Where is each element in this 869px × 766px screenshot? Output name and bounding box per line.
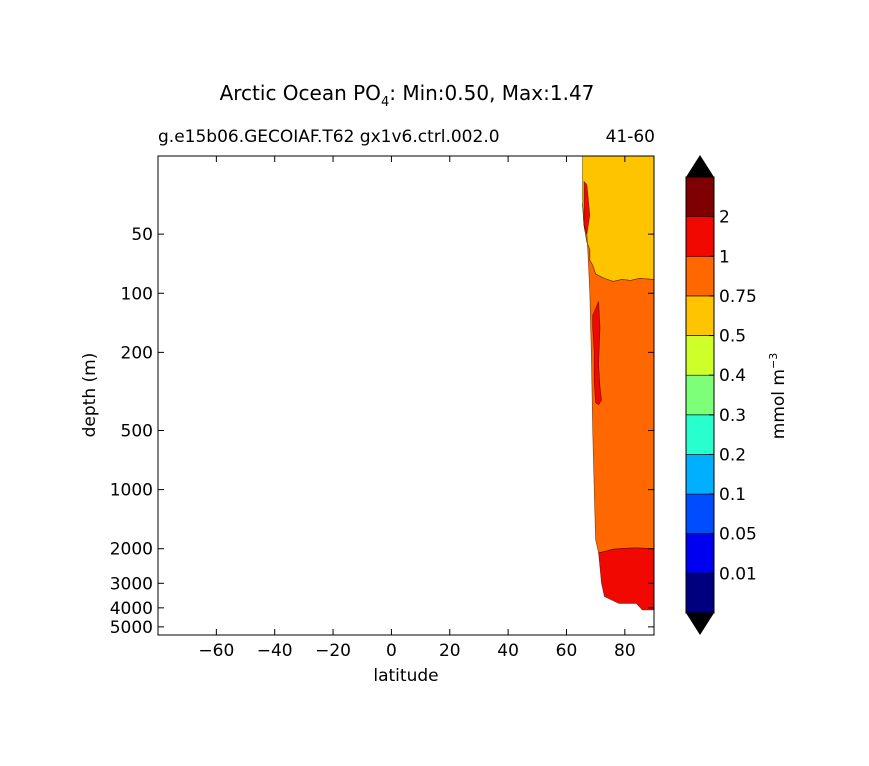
colorbar-tick-label: 1	[719, 247, 730, 267]
chart-subtitle-left: g.e15b06.GECOIAF.T62 gx1v6.ctrl.002.0	[158, 127, 500, 147]
colorbar-swatch	[685, 216, 715, 257]
x-tick-label: 80	[614, 641, 636, 661]
y-tick-label: 1000	[110, 481, 153, 501]
colorbar-tick-label: 0.3	[719, 406, 746, 426]
y-tick-label: 100	[121, 284, 153, 304]
colorbar-tick-label: 0.75	[719, 287, 757, 307]
colorbar-tick-label: 0.1	[719, 485, 746, 505]
colorbar-swatch	[685, 414, 715, 455]
y-tick-label: 200	[121, 343, 153, 363]
colorbar: 0.01 0.05 0.1 0.2 0.3 0.4 0.5 0.75 1 2	[685, 155, 757, 635]
colorbar-swatch	[685, 493, 715, 535]
y-tick-label: 50	[131, 225, 153, 245]
y-tick-label: 3000	[110, 574, 153, 594]
colorbar-swatch	[685, 295, 715, 336]
colorbar-tick-label: 0.05	[719, 525, 757, 545]
x-tick-label: 0	[386, 641, 397, 661]
x-tick-label: −40	[257, 641, 293, 661]
colorbar-swatch	[685, 176, 715, 217]
colorbar-tick-label: 0.2	[719, 445, 746, 465]
x-tick-label: −20	[315, 641, 351, 661]
contour-region-4	[592, 301, 602, 406]
contour-region-3	[598, 547, 654, 611]
x-tick-label: 60	[556, 641, 578, 661]
x-axis-label: latitude	[373, 666, 438, 686]
y-tick-label: 5000	[110, 618, 153, 638]
colorbar-swatch	[685, 335, 715, 376]
colorbar-under-arrow	[686, 613, 714, 635]
colorbar-swatch	[685, 533, 715, 574]
colorbar-tick-label: 0.4	[719, 366, 746, 386]
plot-frame	[157, 155, 655, 636]
colorbar-over-arrow	[686, 155, 714, 177]
chart-subtitle-right: 41-60	[606, 127, 655, 147]
x-axis: −60 −40 −20 0 20 40 60 80	[198, 156, 636, 661]
x-tick-label: 40	[497, 641, 519, 661]
colorbar-swatch	[685, 255, 715, 297]
colorbar-swatch	[685, 374, 715, 416]
chart-title: Arctic Ocean PO4: Min:0.50, Max:1.47	[220, 81, 595, 110]
colorbar-tick-label: 2	[719, 208, 730, 228]
x-tick-label: −60	[198, 641, 234, 661]
y-tick-label: 500	[121, 422, 153, 442]
colorbar-label: mmol m−3	[767, 353, 789, 439]
x-tick-label: 20	[439, 641, 461, 661]
colorbar-swatch	[685, 454, 715, 495]
contour-regions	[582, 156, 654, 611]
contour-region-5	[583, 180, 591, 235]
colorbar-tick-label: 0.5	[719, 327, 746, 347]
y-tick-label: 2000	[110, 540, 153, 560]
y-tick-label: 4000	[110, 599, 153, 619]
colorbar-tick-label: 0.01	[719, 564, 757, 584]
colorbar-frame	[685, 176, 715, 614]
colorbar-swatch	[685, 573, 715, 614]
contour-region-1	[582, 156, 654, 282]
y-axis-label: depth (m)	[80, 353, 100, 438]
